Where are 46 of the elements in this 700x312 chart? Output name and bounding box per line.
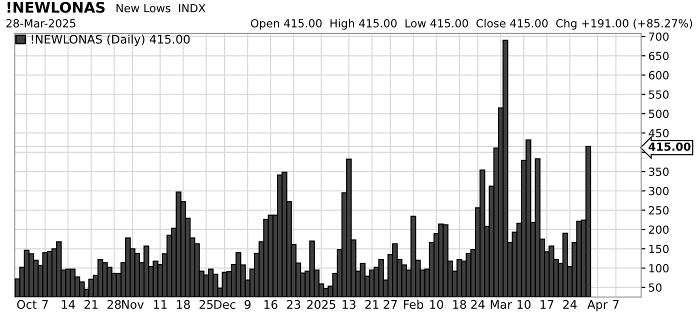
legend-label: !NEWLONAS (Daily) 415.00 bbox=[32, 34, 190, 46]
y-tick-label: 50 bbox=[649, 283, 662, 292]
x-tick-label: 10 bbox=[518, 300, 531, 309]
x-tick-label: 18 bbox=[176, 300, 190, 309]
text: Open 415.00 High 415.00 Low 415.00 Close 415.00 Chg +191.00 (+85.27%) bbox=[250, 18, 692, 30]
x-tick-label: 21 bbox=[84, 300, 98, 309]
x-tick-label: Feb bbox=[404, 300, 424, 309]
y-tick-label: 250 bbox=[648, 206, 669, 215]
x-tick-label: 28 bbox=[107, 300, 121, 309]
x-tick-label: Apr bbox=[587, 300, 608, 312]
x-tick-label: 16 bbox=[264, 300, 278, 309]
y-tick-label: 450 bbox=[648, 128, 669, 138]
x-tick-label: 13 bbox=[342, 300, 356, 309]
x-tick-label: Nov bbox=[122, 300, 144, 309]
x-tick-label: 24 bbox=[563, 300, 577, 309]
x-tick-label: 25 bbox=[200, 300, 213, 309]
x-tick-label: 18 bbox=[453, 300, 466, 309]
y-tick-label: 550 bbox=[649, 90, 669, 99]
x-tick-label: Mar bbox=[490, 300, 512, 309]
x-tick-label: Dec bbox=[214, 300, 236, 309]
y-tick-label: 100 bbox=[649, 264, 669, 272]
x-tick-label: 24 bbox=[471, 300, 485, 309]
y-tick-label: 700 bbox=[649, 32, 669, 41]
x-tick-label: Oct bbox=[17, 300, 37, 309]
chart-subtitle: New Lows INDX bbox=[116, 4, 206, 12]
y-tick-label: 500 bbox=[649, 110, 669, 118]
y-tick-label: 650 bbox=[648, 52, 669, 60]
x-tick-label: 7 bbox=[42, 300, 48, 309]
x-tick-label: 14 bbox=[62, 300, 75, 309]
x-tick-label: 21 bbox=[365, 300, 378, 309]
x-tick-label: 27 bbox=[384, 300, 397, 309]
y-tick-label: 200 bbox=[648, 225, 669, 234]
x-tick-label: 11 bbox=[154, 300, 167, 309]
text: 28-Mar-2025 bbox=[6, 19, 76, 28]
y-tick-label: 600 bbox=[648, 71, 669, 80]
y-tick-label: 300 bbox=[648, 186, 669, 196]
x-tick-label: 9 bbox=[244, 300, 251, 309]
x-tick-label: 17 bbox=[540, 300, 554, 309]
x-tick-label: 10 bbox=[430, 300, 444, 309]
y-tick-label: 150 bbox=[649, 244, 669, 254]
chart-title: !NEWLONAS bbox=[8, 2, 105, 13]
y-tick-label: 350 bbox=[648, 168, 669, 176]
x-tick-label: 7 bbox=[613, 300, 619, 309]
y-tick-label: 415.00 bbox=[648, 142, 690, 151]
x-tick-label: 2025 bbox=[307, 300, 336, 309]
x-tick-label: 23 bbox=[287, 300, 300, 309]
